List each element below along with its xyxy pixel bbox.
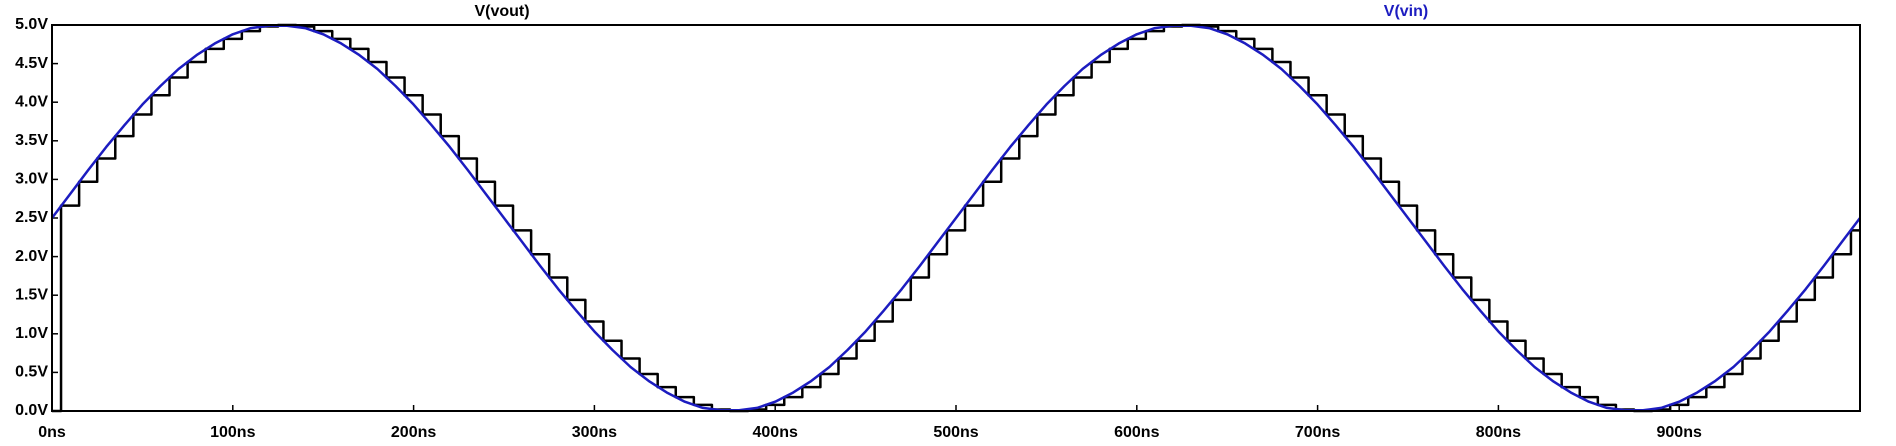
- y-tick-label: 2.5V: [15, 209, 48, 226]
- x-tick-label: 500ns: [933, 424, 978, 441]
- legend-label: V(vout): [474, 3, 529, 20]
- y-tick-label: 3.0V: [15, 171, 48, 188]
- legend-label: V(vin): [1384, 3, 1428, 20]
- x-tick-label: 700ns: [1295, 424, 1340, 441]
- x-tick-label: 400ns: [753, 424, 798, 441]
- x-tick-label: 200ns: [391, 424, 436, 441]
- y-tick-label: 1.0V: [15, 325, 48, 342]
- y-tick-label: 4.5V: [15, 55, 48, 72]
- x-tick-label: 0ns: [38, 424, 66, 441]
- y-tick-label: 1.5V: [15, 286, 48, 303]
- y-tick-label: 0.0V: [15, 402, 48, 419]
- y-tick-label: 5.0V: [15, 16, 48, 33]
- y-tick-label: 2.0V: [15, 248, 48, 265]
- y-tick-label: 0.5V: [15, 364, 48, 381]
- series-line: [51, 24, 1861, 412]
- plot-frame: [51, 24, 1861, 412]
- x-tick-label: 100ns: [210, 424, 255, 441]
- y-tick-label: 4.0V: [15, 93, 48, 110]
- series-line: [52, 23, 1860, 413]
- y-tick-label: 3.5V: [15, 132, 48, 149]
- x-tick-label: 300ns: [572, 424, 617, 441]
- x-tick-label: 800ns: [1476, 424, 1521, 441]
- x-tick-label: 600ns: [1114, 424, 1159, 441]
- x-tick-label: 900ns: [1657, 424, 1702, 441]
